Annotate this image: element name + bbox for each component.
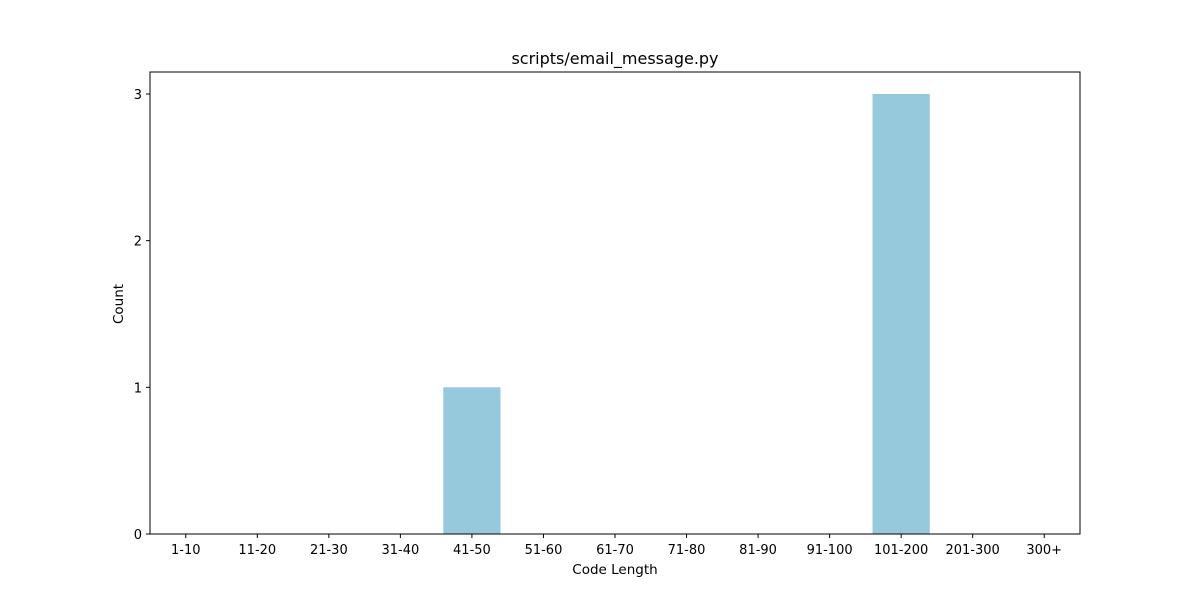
bar-41-50 [443,387,501,534]
chart-title: scripts/email_message.py [511,49,718,69]
x-tick-label: 61-70 [596,543,634,558]
x-tick-label: 201-300 [946,543,1000,558]
x-tick-label: 51-60 [525,543,563,558]
x-tick-label: 81-90 [739,543,777,558]
x-tick-label: 91-100 [807,543,853,558]
x-tick-label: 1-10 [171,543,201,558]
x-axis-label: Code Length [572,562,657,578]
x-ticks-group: 1-10 11-20 21-30 31-40 41-50 51-60 61-70 71-80 8… [171,534,1062,558]
y-tick-label: 2 [134,235,142,250]
y-tick-label: 3 [134,88,142,103]
x-tick-label: 71-80 [668,543,706,558]
x-tick-label: 21-30 [310,543,348,558]
bars-group [443,94,930,534]
y-ticks-group: 0 1 2 3 [134,88,150,543]
y-axis-label: Count [111,284,127,324]
y-tick-label: 0 [134,528,142,543]
plot-area-frame [149,71,1081,535]
x-tick-label: 31-40 [381,543,419,558]
x-tick-label: 11-20 [238,543,276,558]
bar-101-200 [872,94,930,534]
x-tick-label: 101-200 [874,543,928,558]
x-tick-label: 41-50 [453,543,491,558]
x-tick-label: 300+ [1026,543,1062,558]
y-tick-label: 1 [134,381,142,396]
